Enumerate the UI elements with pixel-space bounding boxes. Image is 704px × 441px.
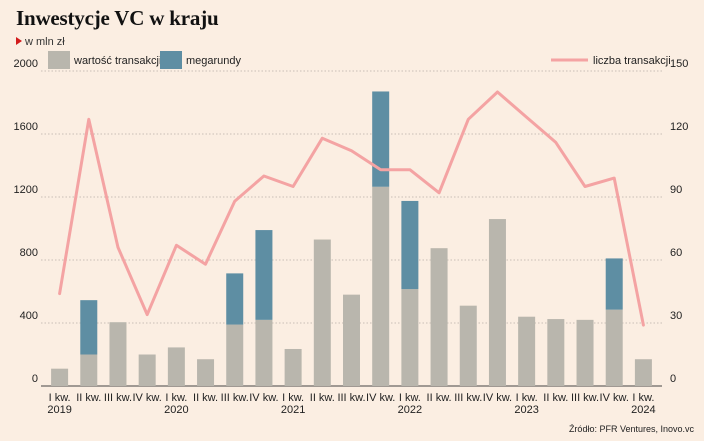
value-bar (255, 319, 273, 386)
megarounds-bar (401, 200, 419, 290)
x-tick-label: III kw. (337, 392, 365, 404)
x-tick-label: III kw. (454, 392, 482, 404)
x-tick-label: II kw. (543, 392, 568, 404)
value-bar (488, 219, 506, 386)
value-bar (343, 294, 360, 386)
x-tick-label: IV kw. (132, 392, 161, 404)
bar-series (51, 91, 652, 386)
value-bar (372, 186, 390, 386)
legend-label-value: wartość transakcji (73, 55, 161, 67)
x-tick-label: I kw. (165, 392, 187, 404)
y-right-tick-label: 150 (670, 58, 688, 70)
triangle-marker-icon (16, 37, 22, 45)
x-tick-label: III kw. (104, 392, 132, 404)
x-tick-label: IV kw. (249, 392, 278, 404)
legend-swatch-value (48, 51, 70, 69)
legend-label-megarounds: megarundy (186, 55, 242, 67)
subtitle-text: w mln zł (25, 36, 65, 48)
value-bar (284, 348, 302, 386)
value-bar (401, 289, 419, 386)
value-bar (518, 316, 536, 386)
x-tick-label: I kw. (399, 392, 421, 404)
value-bar (605, 309, 623, 386)
x-tick-label: II kw. (193, 392, 218, 404)
x-tick-label: IV kw. (366, 392, 395, 404)
chart-subtitle: w mln zł (16, 36, 65, 48)
megarounds-bar (372, 91, 390, 187)
x-tick-label: IV kw. (483, 392, 512, 404)
y-left-tick-label: 0 (32, 373, 38, 385)
x-year-label: 2019 (47, 404, 71, 416)
y-right-tick-label: 120 (670, 121, 688, 133)
x-tick-label: IV kw. (600, 392, 629, 404)
value-bar (197, 359, 215, 386)
y-left-tick-label: 1600 (14, 121, 38, 133)
value-bar (167, 347, 185, 386)
value-bar (576, 319, 594, 386)
y-left-tick-label: 2000 (14, 58, 38, 70)
value-bar (226, 324, 244, 386)
y-right-tick-label: 30 (670, 310, 682, 322)
y-left-tick-label: 1200 (14, 184, 38, 196)
value-bar (313, 239, 331, 386)
megarounds-bar (226, 273, 244, 325)
legend-swatch-megarounds (160, 51, 182, 69)
y-right-tick-label: 60 (670, 247, 682, 259)
y-left-tick-label: 400 (20, 310, 38, 322)
megarounds-bar (255, 230, 273, 320)
line-series (58, 90, 645, 327)
x-year-label: 2022 (398, 404, 422, 416)
x-year-label: 2023 (514, 404, 538, 416)
source-note: Źródło: PFR Ventures, Inovo.vc (568, 424, 694, 434)
transaction-count-line (58, 90, 645, 327)
value-bar (459, 305, 477, 386)
chart-title: Inwestycje VC w kraju (16, 6, 219, 30)
value-bar (51, 368, 69, 386)
x-tick-label: I kw. (282, 392, 304, 404)
x-tick-label: III kw. (571, 392, 599, 404)
x-tick-label: I kw. (632, 392, 654, 404)
value-bar (430, 248, 448, 386)
value-bar (138, 354, 156, 386)
y-left-tick-label: 800 (20, 247, 38, 259)
x-year-label: 2020 (164, 404, 188, 416)
x-tick-label: III kw. (221, 392, 249, 404)
x-tick-label: II kw. (310, 392, 335, 404)
value-bar (547, 319, 565, 386)
legend-label-count: liczba transakcji (593, 55, 671, 67)
x-tick-label: I kw. (516, 392, 538, 404)
value-bar (80, 354, 98, 386)
x-tick-label: II kw. (427, 392, 452, 404)
x-year-label: 2024 (631, 404, 655, 416)
axis-labels: 0 400 800 1200 1600 2000 0 30 60 90 120 150 I kw. II … (14, 58, 689, 416)
y-right-tick-label: 0 (670, 373, 676, 385)
value-bar (109, 322, 127, 386)
x-year-label: 2021 (281, 404, 305, 416)
legend: wartość transakcji megarundy liczba transa… (48, 51, 671, 69)
x-tick-label: II kw. (76, 392, 101, 404)
megarounds-bar (80, 300, 98, 355)
y-right-tick-label: 90 (670, 184, 682, 196)
value-bar (634, 359, 652, 386)
megarounds-bar (605, 258, 623, 310)
x-tick-label: I kw. (49, 392, 71, 404)
